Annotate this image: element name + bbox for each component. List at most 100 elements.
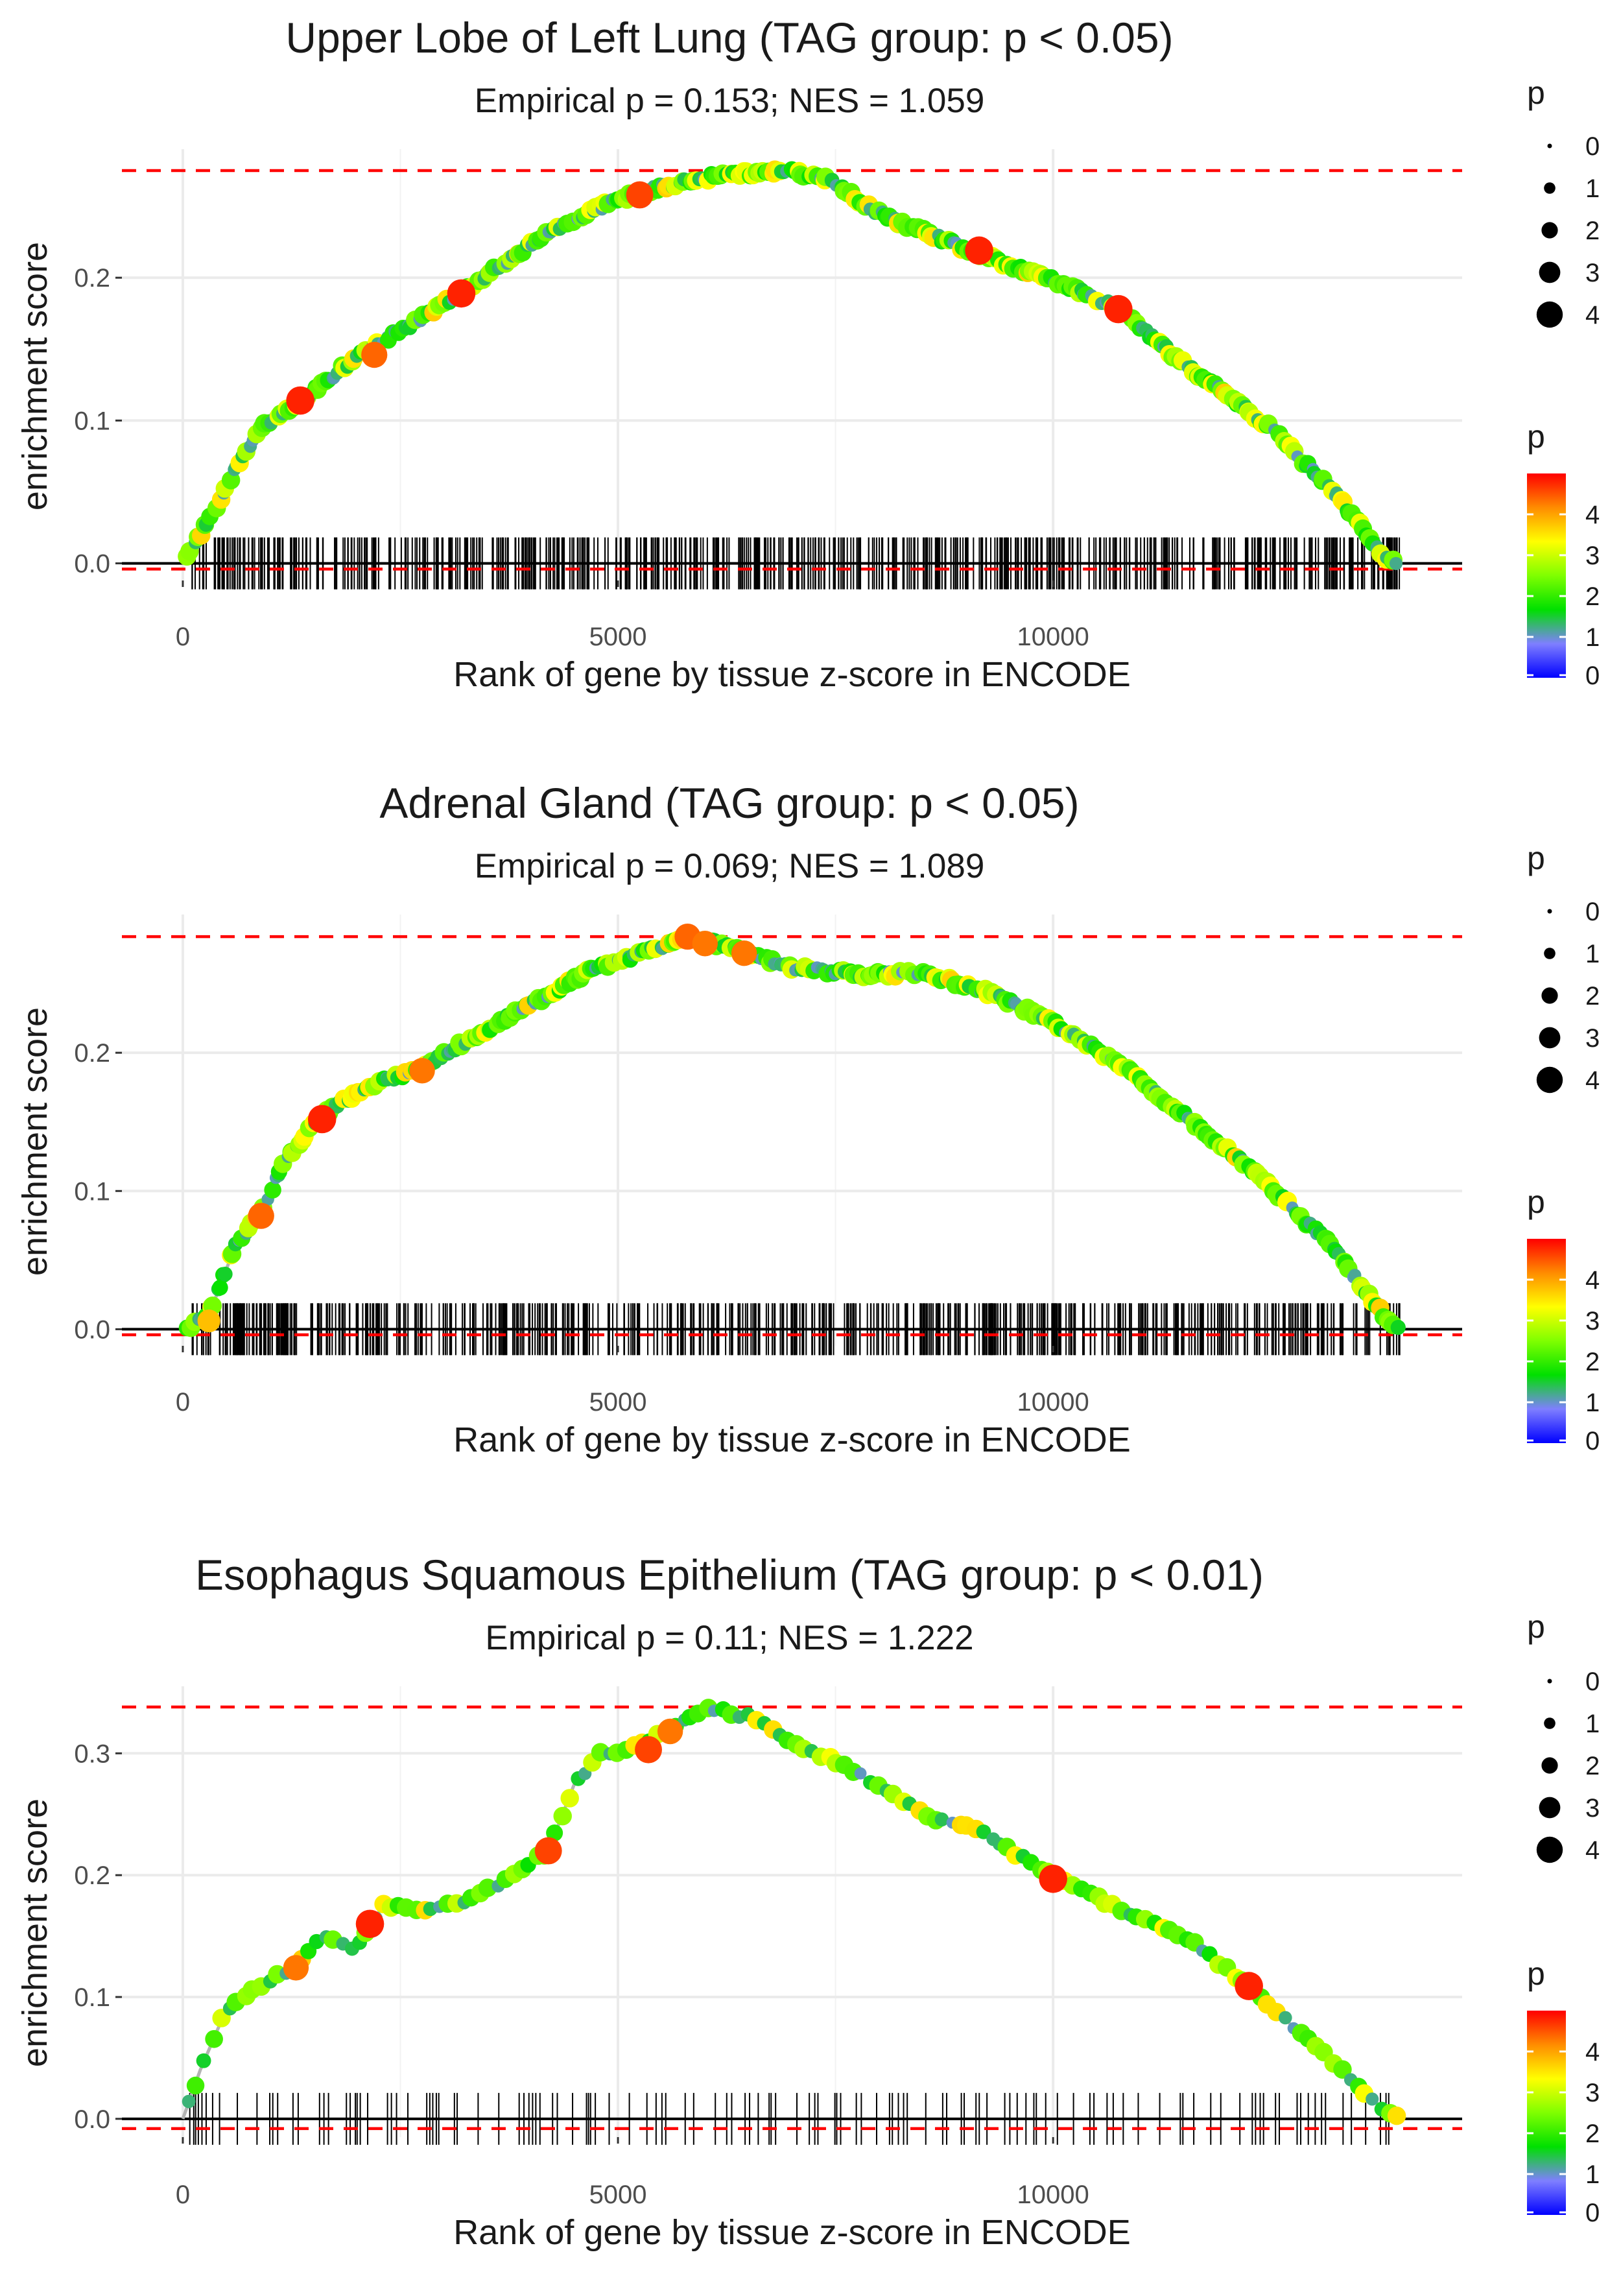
panel-upper-lobe-left-lung: Upper Lobe of Left Lung (TAG group: p < … (0, 0, 1621, 765)
colorbar-label: 0 (1585, 1427, 1600, 1455)
color-legend: p 4 3 2 1 0 (1527, 418, 1600, 690)
significant-gene-point (692, 931, 718, 957)
size-legend-title: p (1527, 75, 1545, 111)
size-legend-key (1541, 1757, 1558, 1774)
significant-gene-point (283, 1955, 309, 1981)
x-axis-label: Rank of gene by tissue z-score in ENCODE (453, 1420, 1130, 1459)
significant-gene-point (534, 1837, 562, 1865)
chart-subtitle: Empirical p = 0.069; NES = 1.089 (474, 847, 985, 885)
enrichment-plot: 0 5000 10000 0.0 0.1 0.2 Rank of gene by tissu… (16, 75, 1600, 694)
colorbar-label: 4 (1585, 501, 1600, 529)
colorbar (1527, 1239, 1566, 1443)
size-legend-title: p (1527, 1608, 1545, 1645)
colorbar-label: 0 (1585, 2199, 1600, 2227)
color-legend-title: p (1527, 1955, 1545, 1992)
grid (122, 149, 1462, 580)
gene-point (212, 1280, 228, 1296)
gene-point (196, 2053, 211, 2068)
size-legend-key (1547, 143, 1552, 149)
size-legend-key (1536, 1066, 1563, 1094)
size-legend: p 0 1 2 3 4 (1527, 1608, 1600, 1865)
size-legend: p 0 1 2 3 4 (1527, 75, 1600, 329)
gene-points (178, 923, 1406, 1337)
significant-gene-point (965, 236, 993, 265)
y-tick-label: 0.0 (74, 550, 110, 579)
colorbar-label: 4 (1585, 2038, 1600, 2066)
size-legend-key (1539, 1797, 1561, 1819)
significant-gene-point (1235, 1972, 1263, 2000)
colorbar-label: 1 (1585, 623, 1600, 652)
significant-gene-point (657, 1718, 683, 1745)
significant-gene-point (361, 341, 388, 368)
panel-adrenal-gland: Adrenal Gland (TAG group: p < 0.05) Empi… (0, 765, 1621, 1531)
colorbar-label: 2 (1585, 582, 1600, 611)
y-tick-label: 0.1 (74, 1983, 110, 2012)
significant-gene-point (197, 1309, 220, 1333)
colorbar-label: 1 (1585, 2160, 1600, 2189)
x-tick-label: 5000 (589, 623, 647, 651)
size-legend-label: 3 (1585, 1794, 1600, 1823)
size-legend-label: 3 (1585, 1024, 1600, 1053)
chart-subtitle: Empirical p = 0.153; NES = 1.059 (474, 82, 985, 120)
axis-ticks: 0 5000 10000 0.0 0.1 0.2 0.3 (74, 1740, 1089, 2209)
colorbar-label: 3 (1585, 2079, 1600, 2107)
gene-point (1390, 1319, 1406, 1335)
gene-point (1366, 2092, 1379, 2106)
significant-gene-point (355, 1909, 385, 1939)
gene-point (560, 1789, 579, 1808)
y-tick-label: 0.0 (74, 1315, 110, 1344)
gene-points (178, 160, 1403, 570)
size-legend-label: 1 (1585, 940, 1600, 968)
significant-gene-point (1039, 1864, 1067, 1893)
size-legend-key (1536, 301, 1563, 328)
significant-gene-point (286, 386, 314, 415)
x-axis-label: Rank of gene by tissue z-score in ENCODE (453, 2213, 1130, 2252)
grid (122, 1686, 1462, 2137)
x-axis-label: Rank of gene by tissue z-score in ENCODE (453, 655, 1130, 694)
enrichment-path (181, 169, 1402, 565)
colorbar (1527, 473, 1566, 678)
size-legend-key (1541, 222, 1558, 239)
colorbar-label: 2 (1585, 1348, 1600, 1376)
color-legend: p 4 3 2 1 0 (1527, 1184, 1600, 1455)
axis-ticks: 0 5000 10000 0.0 0.1 0.2 (74, 1039, 1089, 1417)
size-legend: p 0 1 2 3 4 (1527, 840, 1600, 1095)
y-tick-label: 0.1 (74, 1177, 110, 1206)
chart-title: Esophagus Squamous Epithelium (TAG group… (195, 1551, 1264, 1599)
x-tick-label: 10000 (1017, 623, 1089, 651)
x-tick-label: 10000 (1017, 1388, 1089, 1417)
colorbar-label: 1 (1585, 1389, 1600, 1417)
size-legend-key (1544, 1717, 1556, 1729)
size-legend-label: 2 (1585, 217, 1600, 245)
size-legend-label: 0 (1585, 898, 1600, 926)
gene-point (1387, 2106, 1406, 2125)
x-tick-label: 0 (176, 2181, 190, 2209)
size-legend-key (1547, 1679, 1552, 1684)
y-axis-label: enrichment score (16, 1007, 54, 1276)
gene-point (264, 1181, 281, 1199)
chart-subtitle: Empirical p = 0.11; NES = 1.222 (485, 1619, 974, 1657)
x-tick-label: 0 (176, 1388, 190, 1417)
enrichment-plot: 0 5000 10000 0.0 0.1 0.2 Rank of gene by tissu… (16, 840, 1600, 1459)
x-tick-label: 10000 (1017, 2181, 1089, 2209)
significant-gene-point (1104, 294, 1133, 324)
size-legend-label: 4 (1585, 1066, 1600, 1095)
size-legend-label: 1 (1585, 1710, 1600, 1738)
colorbar (1527, 2011, 1566, 2215)
colorbar-label: 3 (1585, 1307, 1600, 1335)
enrichment-path (182, 935, 1402, 1331)
gene-point (854, 1767, 867, 1780)
size-legend-label: 2 (1585, 1752, 1600, 1780)
gene-point (1279, 2011, 1292, 2025)
y-tick-label: 0.0 (74, 2105, 110, 2134)
size-legend-title: p (1527, 840, 1545, 876)
size-legend-key (1539, 1027, 1561, 1049)
color-legend-title: p (1527, 418, 1545, 455)
gene-point (1333, 2060, 1352, 2079)
significant-gene-point (409, 1058, 435, 1084)
size-legend-label: 2 (1585, 982, 1600, 1010)
size-legend-key (1544, 948, 1556, 959)
size-legend-label: 1 (1585, 174, 1600, 203)
significant-gene-point (635, 1736, 662, 1764)
size-legend-key (1544, 182, 1556, 194)
